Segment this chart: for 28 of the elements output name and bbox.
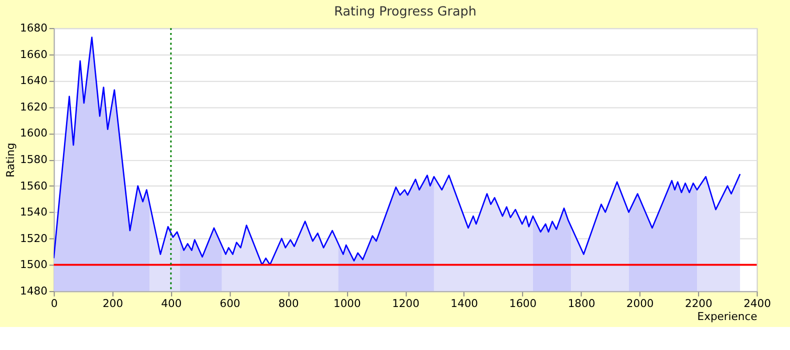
chart-title: Rating Progress Graph <box>334 3 476 18</box>
y-tick-label: 1540 <box>20 206 48 219</box>
y-tick-label: 1640 <box>20 74 48 88</box>
x-tick-label: 1400 <box>450 297 478 310</box>
x-tick-label: 1000 <box>333 297 362 310</box>
x-tick-label: 0 <box>50 297 58 310</box>
x-tick-label: 1200 <box>392 297 420 310</box>
x-tick-label: 600 <box>220 297 240 310</box>
x-tick-label: 1600 <box>509 297 537 310</box>
x-tick-label: 2000 <box>626 297 654 310</box>
line-series <box>54 36 741 266</box>
x-tick-label: 800 <box>278 297 300 310</box>
x-tick-label: 1800 <box>568 297 596 310</box>
y-axis-title: Rating <box>4 142 18 178</box>
y-tick-label: 1680 <box>20 22 48 35</box>
y-tick-label: 1620 <box>20 100 48 114</box>
y-tick-label: 1480 <box>20 284 48 298</box>
y-tick-label: 1560 <box>20 179 48 192</box>
y-tick-label: 1500 <box>20 258 48 272</box>
x-tick-label: 200 <box>102 297 124 310</box>
x-tick-label: 2200 <box>684 297 713 310</box>
y-tick-label: 1580 <box>20 153 48 166</box>
y-tick-label: 1660 <box>20 48 48 61</box>
x-tick-label: 400 <box>161 297 182 310</box>
y-tick-label: 1600 <box>20 126 48 140</box>
x-tick-label: 2400 <box>744 297 772 310</box>
x-axis-title: Experience <box>697 310 758 323</box>
y-tick-label: 1520 <box>20 232 48 245</box>
